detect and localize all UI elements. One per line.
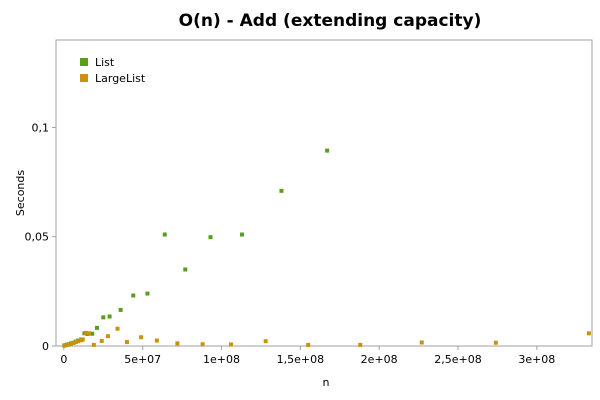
x-axis: 0 5e+07 1e+08 1,5e+08 2e+08 2,5e+08 3e+08: [60, 346, 555, 366]
data-point: [419, 340, 424, 345]
data-point: [154, 338, 159, 343]
data-point: [68, 342, 73, 347]
data-point: [107, 314, 112, 319]
y-tick-label: 0,1: [32, 121, 50, 134]
x-tick-label: 2,5e+08: [434, 353, 481, 366]
data-point: [139, 335, 144, 340]
x-tick-label: 2e+08: [361, 353, 398, 366]
data-point: [124, 340, 129, 345]
y-axis: 0 0,05 0,1: [25, 121, 56, 353]
data-point: [99, 338, 104, 343]
data-point: [131, 293, 136, 298]
plot-area: [55, 39, 593, 347]
y-tick-label: 0: [42, 340, 49, 353]
data-point: [115, 326, 120, 331]
data-point: [175, 341, 180, 346]
data-point: [76, 339, 81, 344]
data-point: [94, 325, 99, 330]
data-point: [66, 342, 71, 347]
legend: List LargeList: [80, 56, 146, 85]
data-point: [90, 331, 95, 336]
data-point: [240, 232, 245, 237]
data-point: [145, 291, 150, 296]
data-point: [200, 342, 205, 347]
data-point: [325, 148, 330, 153]
legend-swatch: [80, 58, 88, 66]
data-point: [106, 334, 111, 339]
data-point: [80, 337, 85, 342]
legend-label: List: [95, 56, 115, 69]
data-point: [306, 342, 311, 347]
data-point: [586, 331, 591, 336]
data-point: [263, 339, 268, 344]
x-tick-label: 5e+07: [124, 353, 161, 366]
data-point: [358, 342, 363, 347]
data-point: [73, 340, 78, 345]
legend-label: LargeList: [95, 72, 146, 85]
y-tick-label: 0,05: [25, 231, 50, 244]
data-point: [101, 315, 106, 320]
data-point: [493, 340, 498, 345]
legend-swatch: [80, 74, 88, 82]
data-point: [228, 342, 233, 347]
data-point: [118, 307, 123, 312]
series-list: [62, 148, 330, 348]
x-axis-label: n: [323, 376, 330, 389]
data-point: [183, 267, 188, 272]
data-point: [279, 188, 284, 193]
data-point: [83, 330, 88, 335]
data-points: [62, 148, 591, 348]
data-point: [64, 343, 69, 348]
chart-title: O(n) - Add (extending capacity): [179, 11, 482, 31]
x-tick-label: 0: [60, 353, 67, 366]
series-largelist: [62, 326, 591, 348]
data-point: [87, 331, 92, 336]
data-point: [71, 340, 76, 345]
y-axis-label: Seconds: [14, 170, 27, 216]
data-point: [208, 235, 213, 240]
x-tick-label: 3e+08: [518, 353, 555, 366]
x-tick-label: 1,5e+08: [277, 353, 324, 366]
x-tick-label: 1e+08: [203, 353, 240, 366]
data-point: [91, 342, 96, 347]
data-point: [162, 232, 167, 237]
